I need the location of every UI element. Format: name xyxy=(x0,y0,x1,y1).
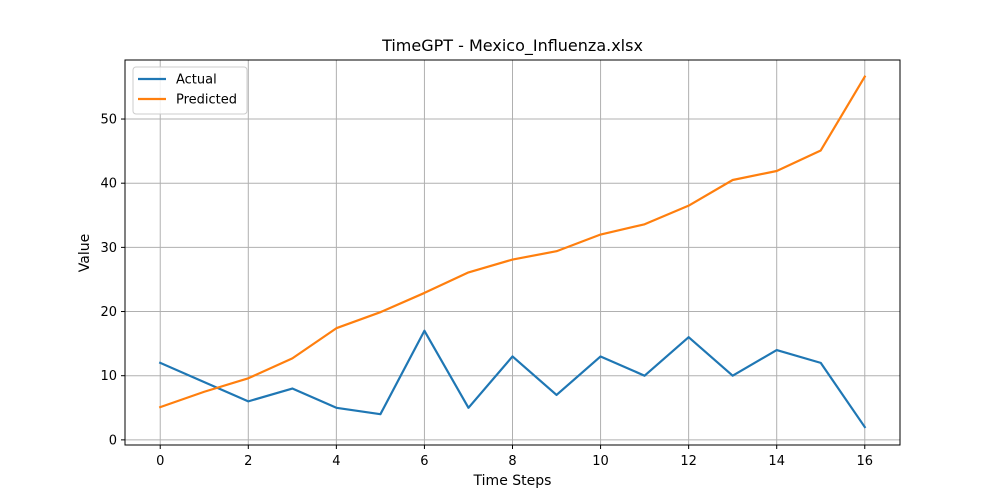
chart-title: TimeGPT - Mexico_Influenza.xlsx xyxy=(381,36,643,56)
series-line-actual xyxy=(158,329,867,429)
series-line-predicted xyxy=(158,75,867,409)
y-tick-label: 50 xyxy=(100,113,117,128)
grid xyxy=(125,60,900,445)
x-tick-label: 6 xyxy=(420,454,428,469)
legend-label-actual: Actual xyxy=(176,73,217,88)
y-tick-label: 40 xyxy=(100,177,117,192)
x-tick-label: 2 xyxy=(244,454,252,469)
y-tick-label: 30 xyxy=(100,241,117,256)
y-tick-label: 10 xyxy=(100,369,117,384)
y-tick-label: 20 xyxy=(100,305,117,320)
y-axis-label: Value xyxy=(77,234,93,272)
x-axis-label: Time Steps xyxy=(473,473,552,489)
axis-ticks: 0 2 4 6 8 10 12 14 16 0 10 20 30 40 50 xyxy=(100,113,873,469)
x-tick-label: 10 xyxy=(592,454,609,469)
series-lines xyxy=(158,75,867,429)
x-tick-label: 4 xyxy=(332,454,340,469)
legend: Actual Predicted xyxy=(132,66,248,115)
y-tick-label: 0 xyxy=(109,433,117,448)
x-tick-label: 8 xyxy=(508,454,516,469)
x-tick-label: 14 xyxy=(768,454,785,469)
x-tick-label: 12 xyxy=(680,454,697,469)
legend-label-predicted: Predicted xyxy=(176,93,237,108)
x-tick-label: 0 xyxy=(156,454,164,469)
x-tick-label: 16 xyxy=(856,454,873,469)
